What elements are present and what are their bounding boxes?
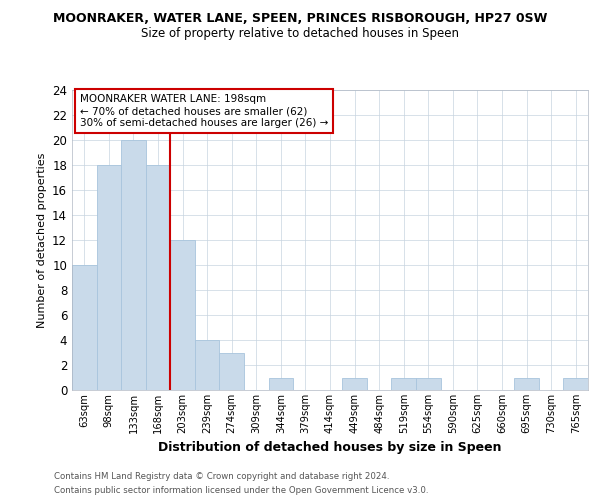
Text: MOONRAKER WATER LANE: 198sqm
← 70% of detached houses are smaller (62)
30% of se: MOONRAKER WATER LANE: 198sqm ← 70% of de… [80,94,328,128]
Text: MOONRAKER, WATER LANE, SPEEN, PRINCES RISBOROUGH, HP27 0SW: MOONRAKER, WATER LANE, SPEEN, PRINCES RI… [53,12,547,26]
Bar [563,378,588,390]
Bar [514,378,539,390]
Bar [342,378,367,390]
Bar [269,378,293,390]
Bar [146,165,170,390]
Y-axis label: Number of detached properties: Number of detached properties [37,152,47,328]
Text: Contains public sector information licensed under the Open Government Licence v3: Contains public sector information licen… [54,486,428,495]
Bar [72,265,97,390]
Bar [220,352,244,390]
Bar [416,378,440,390]
Text: Size of property relative to detached houses in Speen: Size of property relative to detached ho… [141,28,459,40]
Bar [195,340,220,390]
Text: Contains HM Land Registry data © Crown copyright and database right 2024.: Contains HM Land Registry data © Crown c… [54,472,389,481]
Bar [121,140,146,390]
X-axis label: Distribution of detached houses by size in Speen: Distribution of detached houses by size … [158,442,502,454]
Bar [97,165,121,390]
Bar [170,240,195,390]
Bar [391,378,416,390]
